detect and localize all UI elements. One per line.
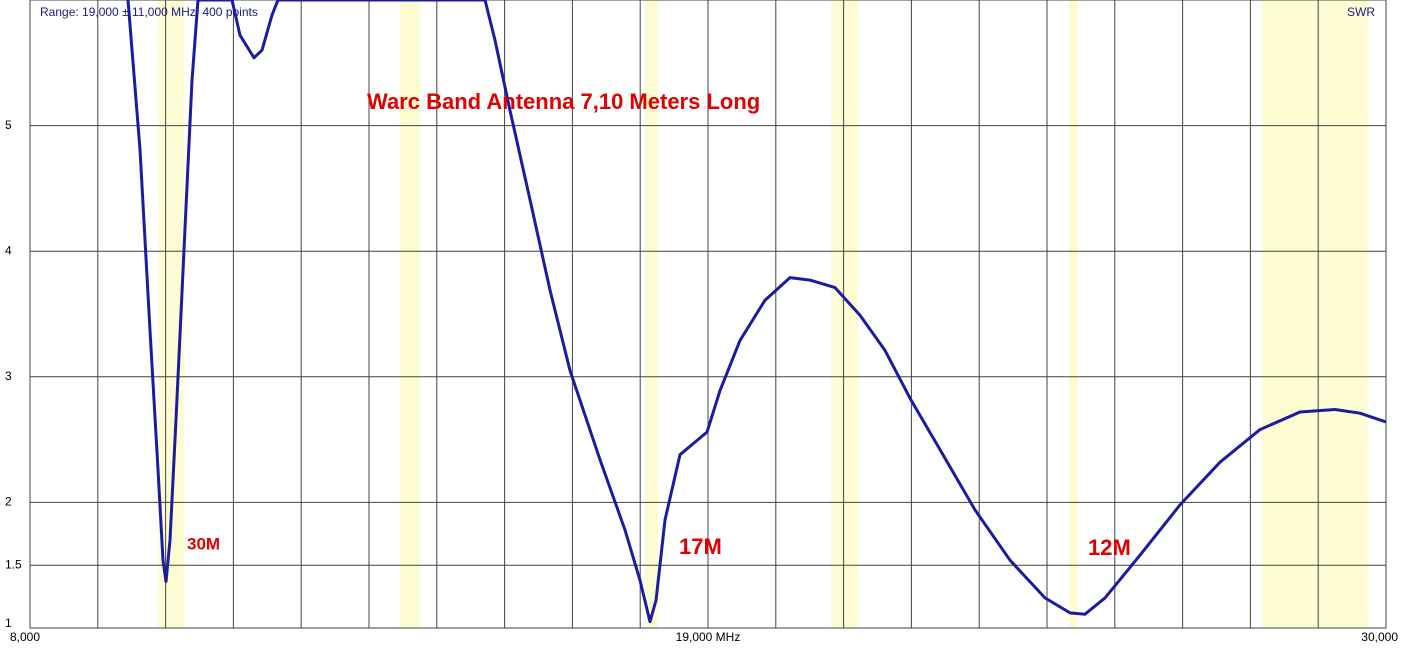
- annotation: 17M: [679, 534, 722, 559]
- y-axis-label: SWR: [1347, 5, 1375, 19]
- x-tick-label: 8,000: [10, 630, 40, 644]
- y-tick-label: 2: [5, 495, 12, 509]
- band-highlight: [399, 0, 421, 628]
- chart-title: Warc Band Antenna 7,10 Meters Long: [367, 89, 760, 114]
- y-tick-label: 1: [5, 616, 12, 630]
- x-tick-label: 19,000 MHz: [676, 630, 741, 644]
- x-tick-label: 30,000: [1361, 630, 1398, 644]
- band-highlight: [645, 0, 659, 628]
- y-tick-label: 3: [5, 369, 12, 383]
- y-tick-label: 5: [5, 118, 12, 132]
- range-label: Range: 19,000 ± 11,000 MHz, 400 points: [40, 5, 258, 19]
- band-highlight: [1069, 0, 1078, 628]
- annotation: 12M: [1088, 535, 1131, 560]
- y-tick-label: 4: [5, 243, 12, 257]
- plot-border: [29, 0, 1387, 629]
- band-highlight: [831, 0, 858, 628]
- band-highlight: [1262, 0, 1368, 628]
- swr-line: [126, 0, 1386, 624]
- annotation: 30M: [187, 534, 220, 553]
- y-tick-label: 1.5: [5, 557, 22, 571]
